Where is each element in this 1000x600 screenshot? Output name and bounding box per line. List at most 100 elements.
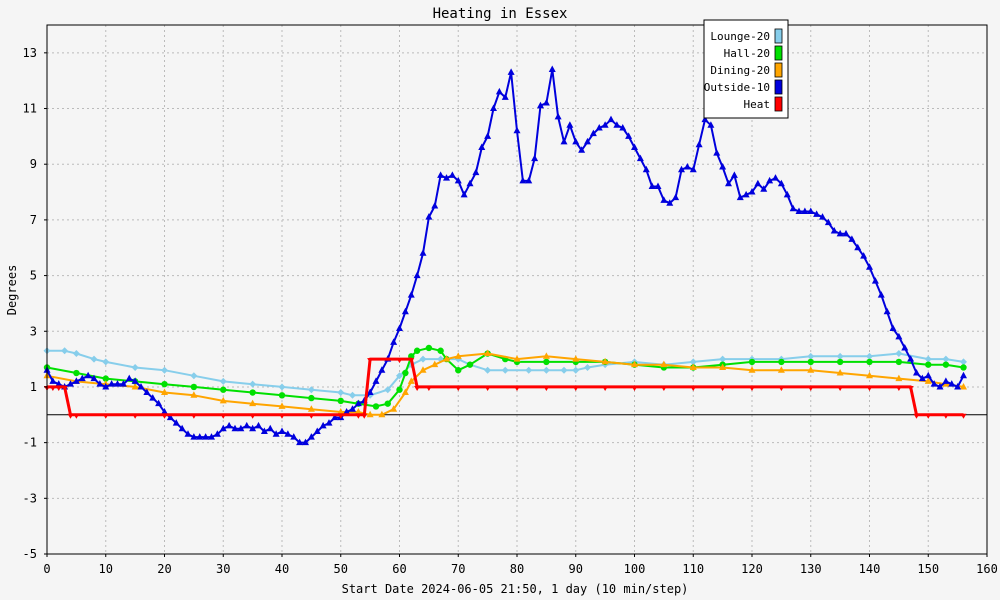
data-point-outside-10 [907, 355, 915, 362]
data-point-lounge-20 [866, 352, 873, 360]
data-point-heat [514, 385, 520, 391]
data-point-heat [913, 413, 920, 419]
data-point-dining-20 [960, 382, 967, 390]
x-tick-label: 80 [510, 562, 524, 576]
data-point-heat [866, 385, 873, 391]
data-point-heat [425, 385, 432, 391]
data-point-hall-20 [836, 358, 844, 366]
y-tick-label: -1 [23, 436, 37, 450]
data-point-outside-10 [654, 182, 662, 189]
data-point-heat [361, 413, 368, 419]
x-tick-label: 130 [800, 562, 822, 576]
legend-swatch [774, 28, 783, 44]
data-point-lounge-20 [525, 366, 533, 374]
data-point-outside-10 [137, 382, 145, 390]
data-point-outside-10 [589, 129, 597, 137]
data-point-heat [102, 413, 109, 419]
x-tick-label: 100 [624, 562, 646, 576]
data-point-outside-10 [378, 366, 386, 373]
data-point-lounge-20 [72, 350, 80, 358]
data-point-outside-10 [413, 271, 421, 279]
data-point-outside-10 [225, 421, 233, 429]
data-point-lounge-20 [584, 363, 591, 371]
data-point-outside-10 [255, 421, 262, 429]
data-point-dining-20 [484, 349, 492, 357]
data-point-outside-10 [842, 229, 850, 237]
data-point-outside-10 [466, 179, 474, 187]
data-point-outside-10 [930, 380, 938, 387]
data-point-outside-10 [601, 121, 609, 128]
data-point-lounge-20 [942, 355, 950, 363]
series-dining-20 [43, 349, 967, 418]
data-point-outside-10 [513, 126, 521, 134]
data-point-hall-20 [807, 358, 814, 366]
legend-box [703, 19, 789, 119]
data-point-dining-20 [542, 352, 550, 359]
data-point-hall-20 [960, 364, 967, 371]
y-axis-label: Degrees [5, 265, 19, 316]
x-tick-label: 120 [741, 562, 763, 576]
data-point-outside-10 [901, 343, 909, 351]
data-point-outside-10 [266, 424, 274, 432]
data-point-heat [690, 385, 697, 391]
data-point-hall-20 [925, 361, 932, 368]
data-point-outside-10 [730, 171, 738, 178]
plot-series [43, 65, 967, 446]
data-point-outside-10 [231, 424, 239, 432]
data-point-outside-10 [278, 427, 286, 434]
y-tick-label: 3 [30, 324, 37, 338]
data-point-hall-20 [220, 386, 227, 393]
data-point-outside-10 [819, 213, 826, 220]
data-point-heat [414, 385, 421, 391]
data-point-outside-10 [918, 374, 926, 382]
data-point-outside-10 [501, 93, 509, 100]
data-point-outside-10 [789, 204, 797, 212]
data-point-outside-10 [166, 413, 174, 421]
data-point-dining-20 [249, 399, 257, 407]
legend-label: Lounge-20 [710, 30, 770, 43]
data-point-outside-10 [813, 210, 821, 217]
data-point-dining-20 [131, 382, 139, 390]
data-point-hall-20 [402, 369, 409, 377]
data-point-lounge-20 [384, 386, 392, 394]
data-point-heat [279, 413, 285, 419]
data-point-outside-10 [942, 377, 950, 384]
data-point-lounge-20 [836, 352, 844, 360]
legend-swatch [774, 79, 783, 95]
data-point-outside-10 [114, 380, 121, 387]
series-line-hall-20 [46, 347, 964, 408]
data-point-outside-10 [742, 190, 750, 198]
data-point-outside-10 [877, 291, 885, 298]
data-point-dining-20 [219, 396, 227, 404]
data-point-heat [925, 413, 932, 419]
data-point-outside-10 [67, 380, 74, 387]
data-point-hall-20 [249, 389, 256, 396]
data-point-heat [55, 385, 62, 391]
data-point-outside-10 [507, 68, 515, 75]
data-point-lounge-20 [960, 358, 967, 366]
data-point-dining-20 [161, 388, 168, 396]
data-point-dining-20 [777, 366, 785, 373]
data-point-hall-20 [102, 375, 109, 382]
x-axis-label: Start Date 2024-06-05 21:50, 1 day (10 m… [342, 582, 689, 596]
data-point-dining-20 [407, 377, 415, 384]
data-point-outside-10 [208, 433, 215, 440]
data-point-heat [337, 413, 344, 419]
data-point-outside-10 [531, 154, 539, 162]
data-point-lounge-20 [572, 366, 580, 374]
data-point-lounge-20 [307, 386, 315, 394]
data-point-outside-10 [272, 430, 280, 437]
y-tick-label: 5 [30, 269, 37, 283]
data-point-heat [778, 385, 785, 391]
data-point-outside-10 [454, 176, 462, 184]
data-point-outside-10 [495, 87, 503, 95]
x-tick-label: 110 [682, 562, 704, 576]
data-point-outside-10 [625, 132, 633, 139]
data-point-outside-10 [190, 433, 198, 440]
data-point-lounge-20 [249, 380, 257, 388]
data-point-dining-20 [354, 408, 362, 415]
data-point-outside-10 [366, 388, 374, 396]
data-point-outside-10 [484, 132, 492, 139]
data-point-outside-10 [525, 176, 533, 184]
